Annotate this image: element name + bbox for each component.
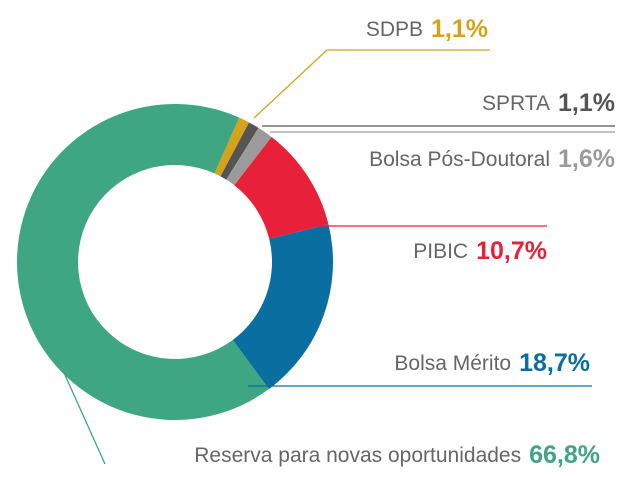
- leader-line: [59, 363, 106, 465]
- value-label: 18,7%: [519, 349, 590, 377]
- category-name: PIBIC: [413, 240, 468, 263]
- value-label: 1,1%: [431, 15, 488, 43]
- slice-label: Bolsa Mérito 18,7%: [394, 349, 590, 377]
- donut-slice: [226, 127, 272, 186]
- value-label: 1,6%: [558, 145, 615, 173]
- category-name: SDPB: [366, 18, 423, 41]
- slice-label: Bolsa Pós-Doutoral 1,6%: [369, 145, 615, 173]
- category-name: Bolsa Pós-Doutoral: [369, 148, 550, 171]
- slice-label: PIBIC 10,7%: [413, 237, 547, 265]
- slice-label: Reserva para novas oportunidades 66,8%: [194, 441, 600, 469]
- value-label: 1,1%: [558, 89, 615, 117]
- category-name: Bolsa Mérito: [394, 352, 511, 375]
- category-name: Reserva para novas oportunidades: [194, 444, 521, 467]
- donut-slice: [220, 122, 259, 180]
- value-label: 10,7%: [476, 237, 547, 265]
- leader-line: [253, 49, 490, 119]
- value-label: 66,8%: [529, 441, 600, 469]
- category-name: SPRTA: [482, 92, 550, 115]
- donut-slice: [232, 224, 333, 390]
- donut-slice: [214, 117, 250, 177]
- slice-label: SDPB 1,1%: [366, 15, 488, 43]
- slice-label: SPRTA 1,1%: [482, 89, 615, 117]
- donut-slice: [17, 104, 269, 420]
- donut-slice: [234, 136, 329, 239]
